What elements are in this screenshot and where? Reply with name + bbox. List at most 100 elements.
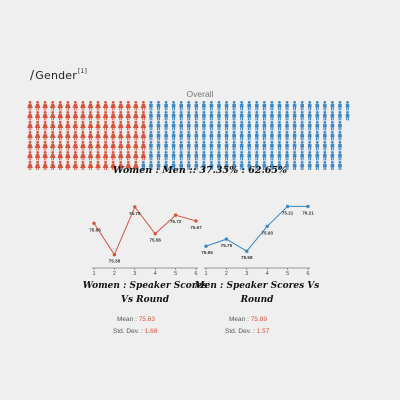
male-person-icon bbox=[300, 161, 304, 170]
female-person-icon bbox=[72, 121, 79, 131]
female-person-icon bbox=[110, 111, 116, 121]
women-data-point bbox=[92, 221, 96, 225]
female-person-icon bbox=[57, 141, 64, 151]
male-person-icon bbox=[217, 101, 221, 111]
male-person-icon bbox=[171, 131, 176, 141]
male-person-icon bbox=[239, 161, 244, 170]
male-person-icon bbox=[262, 161, 267, 170]
male-person-icon bbox=[247, 141, 252, 151]
male-person-icon bbox=[315, 151, 320, 161]
male-person-icon bbox=[224, 161, 229, 170]
male-person-icon bbox=[156, 101, 161, 111]
male-person-icon bbox=[224, 131, 229, 141]
male-person-icon bbox=[217, 121, 221, 131]
female-person-icon bbox=[57, 161, 64, 170]
female-person-icon bbox=[27, 161, 33, 170]
gender-pictogram bbox=[27, 101, 350, 170]
male-person-icon bbox=[156, 141, 161, 151]
women-data-label: 75.72 bbox=[170, 219, 182, 224]
male-person-icon bbox=[330, 141, 335, 151]
female-person-icon bbox=[133, 151, 139, 161]
male-person-icon bbox=[232, 131, 236, 141]
male-person-icon bbox=[149, 161, 153, 170]
male-person-icon bbox=[202, 131, 206, 141]
male-person-icon bbox=[262, 121, 267, 131]
female-person-icon bbox=[65, 151, 71, 161]
male-person-icon bbox=[164, 161, 168, 170]
male-person-icon bbox=[285, 151, 289, 161]
female-person-icon bbox=[125, 131, 132, 141]
women-x-tick-label: 3 bbox=[133, 271, 136, 277]
men-data-point bbox=[245, 249, 249, 253]
female-person-icon bbox=[117, 101, 124, 111]
male-person-icon bbox=[194, 151, 199, 161]
female-person-icon bbox=[133, 111, 139, 121]
male-person-icon bbox=[315, 111, 320, 121]
female-person-icon bbox=[72, 141, 79, 151]
male-person-icon bbox=[239, 131, 244, 141]
male-person-icon bbox=[270, 121, 274, 131]
male-person-icon bbox=[338, 111, 342, 121]
male-person-icon bbox=[247, 111, 252, 121]
female-person-icon bbox=[87, 141, 94, 151]
male-person-icon bbox=[171, 111, 176, 121]
male-person-icon bbox=[209, 111, 214, 121]
female-person-icon bbox=[65, 161, 71, 170]
women-data-point bbox=[173, 213, 178, 217]
female-person-icon bbox=[42, 151, 48, 161]
women-x-tick-label: 5 bbox=[174, 271, 177, 277]
male-person-icon bbox=[247, 131, 252, 141]
male-person-icon bbox=[164, 151, 168, 161]
male-person-icon bbox=[247, 101, 252, 111]
male-person-icon bbox=[209, 151, 214, 161]
female-person-icon bbox=[117, 121, 124, 131]
female-person-icon bbox=[87, 111, 94, 121]
female-person-icon bbox=[117, 161, 124, 170]
male-person-icon bbox=[156, 151, 161, 161]
male-person-icon bbox=[179, 101, 183, 111]
female-person-icon bbox=[140, 151, 147, 161]
male-person-icon bbox=[149, 121, 153, 131]
male-person-icon bbox=[232, 111, 236, 121]
male-person-icon bbox=[232, 141, 236, 151]
female-person-icon bbox=[133, 131, 139, 141]
male-person-icon bbox=[262, 151, 267, 161]
male-person-icon bbox=[285, 141, 289, 151]
male-person-icon bbox=[270, 111, 274, 121]
women-x-tick-label: 2 bbox=[113, 271, 116, 277]
men-data-label: 75.65 bbox=[201, 250, 213, 255]
female-person-icon bbox=[110, 161, 116, 170]
female-person-icon bbox=[57, 151, 64, 161]
female-person-icon bbox=[125, 151, 132, 161]
male-person-icon bbox=[232, 151, 236, 161]
female-person-icon bbox=[49, 141, 56, 151]
female-person-icon bbox=[87, 121, 94, 131]
male-person-icon bbox=[300, 141, 304, 151]
male-person-icon bbox=[292, 111, 297, 121]
women-series-line bbox=[93, 205, 197, 256]
male-person-icon bbox=[194, 131, 199, 141]
male-person-icon bbox=[292, 141, 297, 151]
women-x-tick-label: 6 bbox=[194, 271, 197, 277]
female-person-icon bbox=[57, 101, 64, 111]
women-std-value: 1.68 bbox=[144, 328, 158, 335]
male-person-icon bbox=[277, 131, 282, 141]
men-data-label: 75.58 bbox=[241, 255, 253, 260]
female-person-icon bbox=[27, 101, 33, 111]
male-person-icon bbox=[247, 161, 252, 170]
female-person-icon bbox=[110, 131, 116, 141]
men-x-tick-label: 2 bbox=[225, 271, 228, 277]
male-person-icon bbox=[330, 161, 335, 170]
female-person-icon bbox=[95, 121, 101, 131]
men-mean-value: 75.89 bbox=[250, 316, 267, 323]
female-person-icon bbox=[133, 161, 139, 170]
male-person-icon bbox=[247, 121, 252, 131]
men-std-dev: Std. Dev. : 1.57 bbox=[225, 328, 269, 335]
female-person-icon bbox=[87, 101, 94, 111]
male-person-icon bbox=[285, 161, 289, 170]
female-person-icon bbox=[117, 111, 124, 121]
female-person-icon bbox=[27, 141, 33, 151]
male-person-icon bbox=[262, 131, 267, 141]
male-person-icon bbox=[315, 101, 320, 111]
men-score-chart: 1 2 3 4 5 6 75.65 75.75 75.58 75.93 75.21 76.21 bbox=[201, 204, 314, 277]
